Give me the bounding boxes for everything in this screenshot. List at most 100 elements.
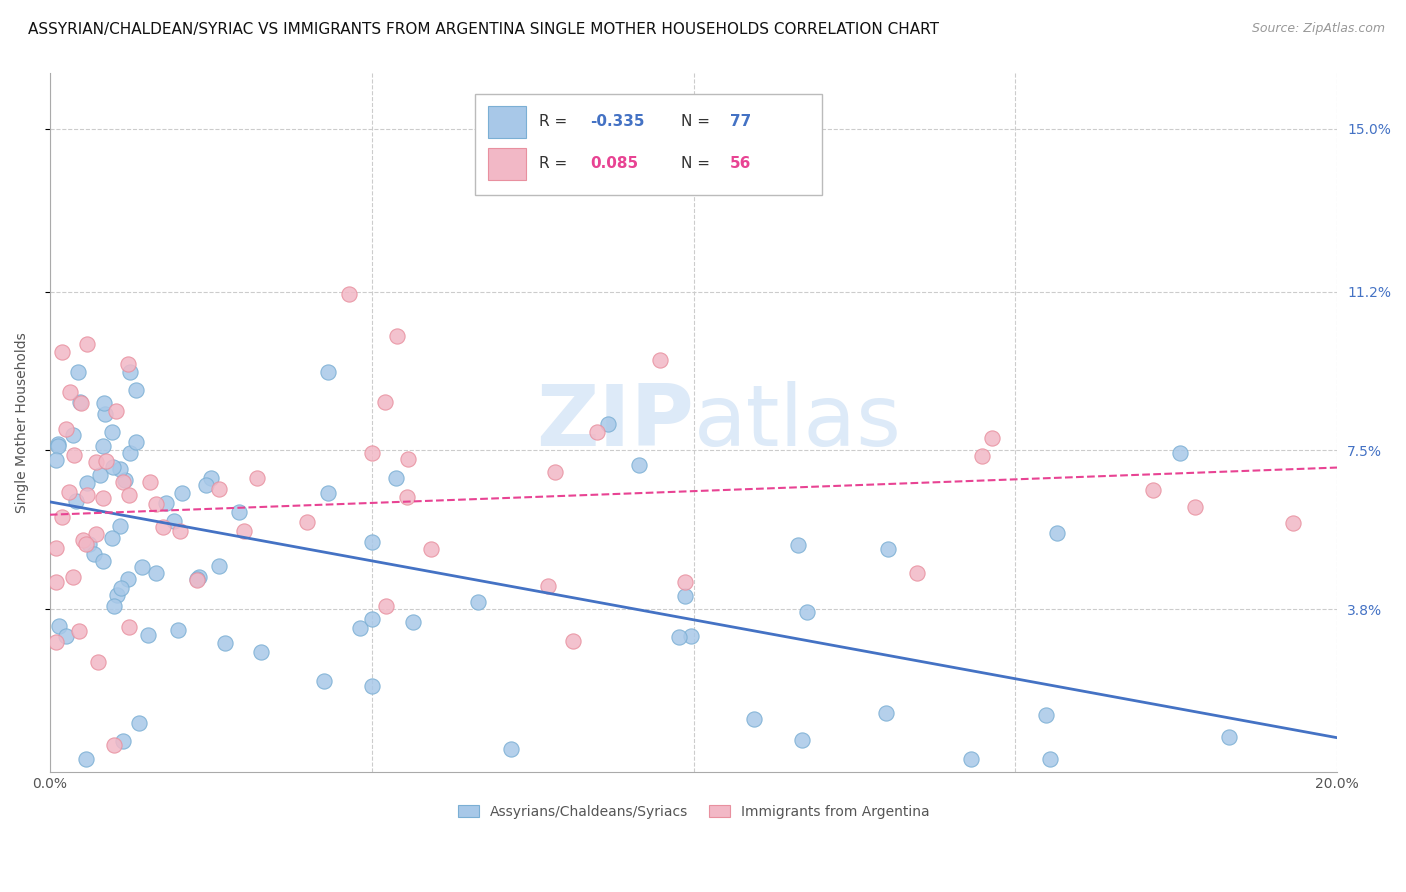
Point (544, 465, 567, 479)
Point (395, 491, 418, 505)
Point (681, 629, 703, 643)
Point (45, 574, 67, 589)
Text: atlas: atlas (693, 381, 901, 464)
Text: N =: N = (681, 114, 714, 129)
FancyBboxPatch shape (488, 106, 526, 137)
Point (70, 396, 93, 410)
Point (58, 485, 80, 500)
Point (1218, 730, 1240, 744)
Point (214, 636, 236, 650)
Point (110, 582, 132, 596)
Point (186, 572, 208, 586)
Point (796, 606, 818, 620)
Point (117, 573, 139, 587)
Point (84, 527, 107, 541)
Point (93, 396, 115, 410)
Point (94, 407, 117, 421)
Point (249, 645, 271, 659)
Point (195, 478, 218, 492)
Point (75, 536, 97, 550)
Point (138, 628, 160, 642)
Point (360, 445, 382, 459)
Point (360, 534, 382, 549)
Point (48, 619, 70, 633)
Point (108, 462, 131, 476)
Point (1039, 752, 1062, 766)
Point (125, 435, 148, 450)
Point (536, 578, 558, 592)
Point (585, 425, 607, 439)
Point (596, 417, 619, 431)
Point (170, 485, 193, 500)
Point (246, 471, 269, 485)
Text: 56: 56 (730, 156, 751, 171)
Point (877, 541, 900, 556)
Point (55, 422, 77, 436)
Point (83, 547, 105, 561)
Point (167, 623, 190, 637)
Point (103, 460, 125, 475)
Point (75, 752, 97, 766)
Point (76, 475, 98, 490)
Point (786, 538, 808, 552)
Point (980, 430, 1002, 444)
Point (118, 620, 141, 634)
Point (200, 471, 222, 485)
Point (187, 570, 209, 584)
Point (117, 357, 139, 371)
Point (396, 451, 419, 466)
Point (905, 566, 928, 580)
Point (120, 365, 142, 379)
Point (228, 506, 250, 520)
Point (1142, 483, 1164, 498)
Point (112, 475, 135, 489)
Point (89, 468, 111, 483)
Point (51, 510, 73, 524)
Point (155, 495, 177, 509)
Point (314, 674, 336, 689)
Point (374, 599, 396, 614)
Point (46, 439, 69, 453)
Point (101, 425, 124, 439)
Point (384, 471, 406, 485)
Point (627, 458, 650, 473)
Point (163, 514, 186, 528)
Point (87, 655, 110, 669)
Point (668, 630, 690, 644)
Text: R =: R = (538, 156, 572, 171)
Point (63, 448, 86, 462)
Point (233, 524, 256, 538)
Text: Source: ZipAtlas.com: Source: ZipAtlas.com (1251, 22, 1385, 36)
Point (62, 570, 84, 584)
Point (742, 712, 765, 726)
Y-axis label: Single Mother Households: Single Mother Households (15, 332, 30, 513)
Point (65, 493, 87, 508)
Point (69, 624, 91, 638)
Point (387, 329, 409, 343)
Point (1282, 516, 1305, 531)
Point (131, 559, 153, 574)
Point (499, 742, 522, 756)
Point (145, 497, 167, 511)
Point (402, 615, 425, 629)
Point (1035, 707, 1057, 722)
Point (648, 352, 671, 367)
Point (960, 752, 983, 766)
Point (108, 518, 131, 533)
Text: -0.335: -0.335 (591, 114, 645, 129)
Point (103, 738, 125, 752)
Point (360, 679, 382, 693)
Point (91, 439, 114, 453)
Point (55, 629, 77, 643)
Point (45, 541, 67, 555)
Point (76, 336, 98, 351)
Point (124, 383, 146, 397)
Text: R =: R = (538, 114, 572, 129)
Point (91, 491, 114, 506)
Point (69, 395, 91, 409)
Legend: Assyrians/Chaldeans/Syriacs, Immigrants from Argentina: Assyrians/Chaldeans/Syriacs, Immigrants … (453, 799, 935, 824)
Point (114, 473, 136, 487)
Point (45, 453, 67, 467)
Text: 77: 77 (730, 114, 751, 129)
Point (875, 706, 897, 720)
